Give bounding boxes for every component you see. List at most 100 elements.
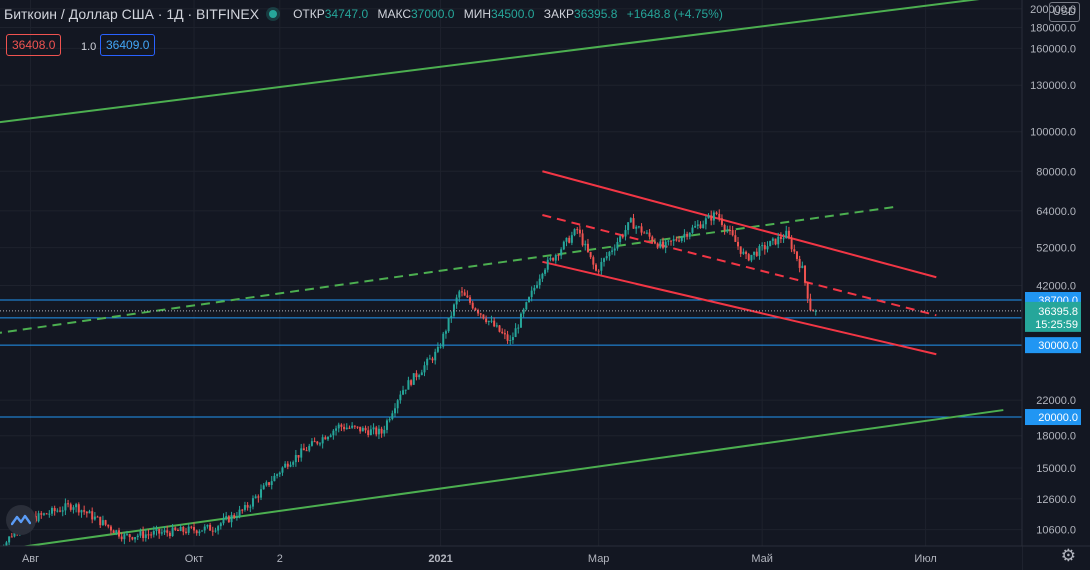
time-tick-label: 2 (277, 553, 283, 565)
price-tick-label: 80000.0 (1036, 166, 1076, 178)
candle-body (206, 524, 209, 527)
candle-body (774, 238, 777, 245)
close-label: ЗАКР (543, 7, 575, 21)
candle-body (348, 427, 351, 429)
candle-body (101, 520, 104, 526)
candle-body (530, 290, 533, 298)
candle-body (423, 365, 426, 373)
candle-body (286, 463, 289, 467)
price-tick-label: 22000.0 (1036, 395, 1076, 407)
candle-body (351, 425, 354, 428)
time-tick-label: Июл (914, 553, 936, 565)
grid-lines (0, 0, 1022, 546)
candle-body (431, 358, 434, 361)
candle-body (174, 527, 177, 530)
candle-body (495, 325, 498, 327)
price-axis-background (1022, 0, 1090, 570)
time-axis[interactable]: Авг Окт 2 2021 Мар Май Июл (0, 545, 1090, 570)
candle-body (672, 239, 675, 241)
candle-body (407, 380, 410, 390)
candle-body (667, 240, 670, 242)
buy-price-button[interactable]: 36409.0 (100, 34, 156, 56)
candle-body (560, 249, 563, 256)
candle-body (562, 241, 565, 250)
candle-body (678, 240, 681, 242)
candle-body (442, 333, 445, 347)
candle-body (230, 514, 233, 523)
candle-body (8, 536, 11, 543)
candle-body (455, 297, 458, 305)
candle-body (152, 531, 155, 535)
candle-body (96, 516, 99, 518)
candle-body (613, 248, 616, 251)
candle-body (755, 251, 758, 256)
candle-body (412, 373, 415, 385)
price-tick-label: 64000.0 (1036, 206, 1076, 218)
candle-body (404, 389, 407, 391)
candle-body (48, 513, 51, 515)
currency-button[interactable]: USD (1048, 2, 1080, 22)
candle-body (712, 212, 715, 221)
current-price-label: 36395.8 (1038, 306, 1078, 318)
candle-body (335, 428, 338, 431)
candle-body (316, 441, 319, 444)
candle-body (487, 320, 490, 323)
candle-body (249, 506, 252, 508)
candle-body (415, 373, 418, 378)
candle-body (814, 310, 817, 312)
candle-body (50, 508, 53, 514)
candle-body (388, 419, 391, 421)
candle-body (763, 245, 766, 250)
candle-body (93, 516, 96, 520)
candle-body (766, 246, 769, 250)
candle-body (739, 246, 742, 254)
price-tick-label: 200000.0 (1030, 4, 1076, 16)
candle-body (619, 236, 622, 242)
candle-body (536, 285, 539, 288)
candle-body (798, 258, 801, 268)
candle-body (329, 435, 332, 437)
candle-body (251, 498, 254, 507)
sell-price-button[interactable]: 36408.0 (6, 34, 62, 56)
candle-body (688, 232, 691, 237)
gear-icon[interactable]: ⚙ (1060, 546, 1076, 565)
tradingview-logo-icon[interactable] (6, 505, 36, 535)
candle-body (603, 258, 606, 262)
price-tick-label: 42000.0 (1036, 280, 1076, 292)
price-axis[interactable]: 200000.0 180000.0 160000.0 130000.0 100000.0… (1021, 0, 1090, 570)
candle-body (710, 215, 713, 221)
symbol-title[interactable]: Биткоин / Доллар США · 1Д · BITFINEX (4, 6, 260, 22)
candle-body (458, 291, 461, 298)
candle-body (109, 526, 112, 531)
candle-body (385, 420, 388, 430)
time-tick-label: Окт (185, 553, 204, 565)
candle-body (511, 337, 514, 340)
candle-body (557, 255, 560, 257)
candle-body (217, 526, 220, 531)
candle-body (391, 413, 394, 420)
candle-body (696, 224, 699, 226)
candle-body (126, 534, 129, 536)
candle-body (525, 302, 528, 310)
candle-body (734, 235, 737, 242)
candle-body (209, 524, 212, 531)
candle-body (345, 427, 348, 430)
high-value: 37000.0 (411, 7, 455, 21)
candle-body (632, 218, 635, 229)
candle-body (327, 436, 330, 440)
candle-body (795, 251, 798, 259)
candle-body (648, 232, 651, 237)
candle-body (635, 226, 638, 229)
candle-body (450, 315, 453, 318)
candle-body (176, 529, 179, 532)
candle-body (801, 265, 804, 268)
candle-body (88, 511, 91, 514)
candle-body (273, 475, 276, 482)
candle-body (527, 297, 530, 303)
trend-line-green-dashed (0, 205, 897, 334)
candle-body (554, 255, 557, 261)
candle-body (699, 224, 702, 229)
candle-body (128, 534, 131, 538)
candle-body (809, 298, 812, 311)
